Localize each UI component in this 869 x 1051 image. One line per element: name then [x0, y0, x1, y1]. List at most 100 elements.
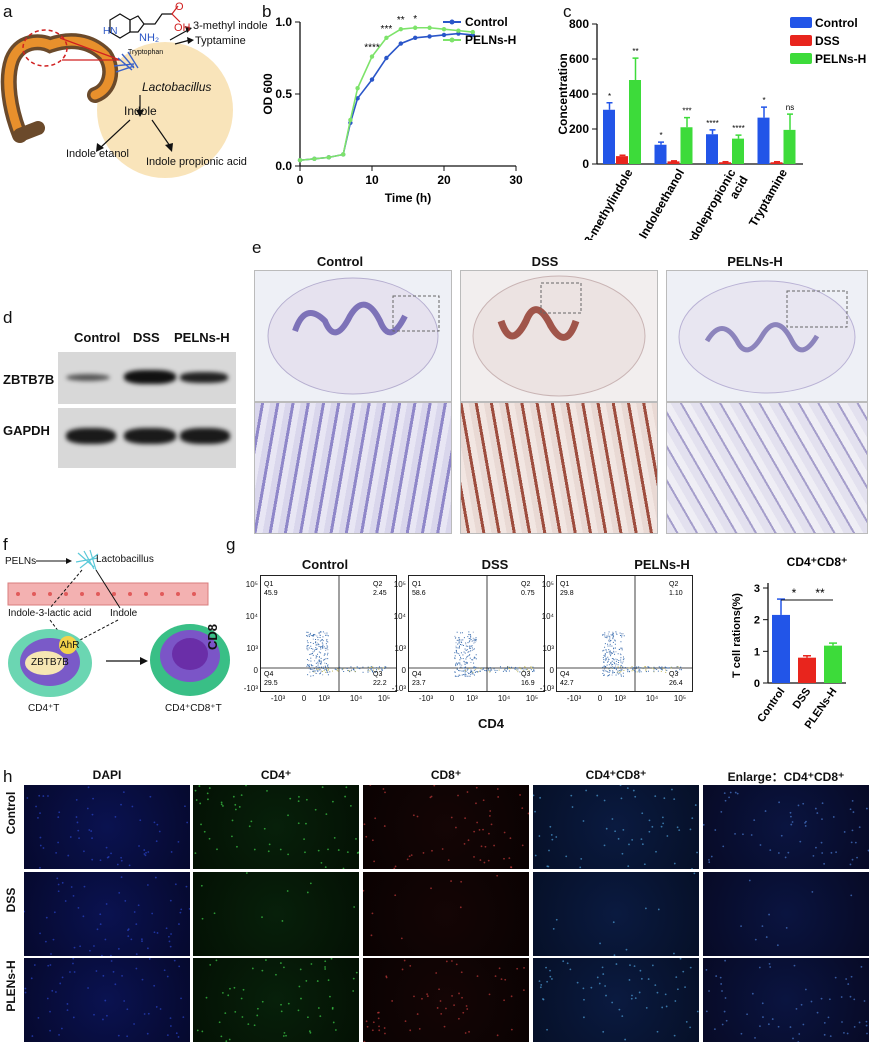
- flow-quadrant-value: 0.75: [521, 590, 535, 597]
- flow-quadrant-name: Q1: [264, 581, 273, 588]
- wb-row-zbtb7b: ZBTB7B: [3, 372, 55, 387]
- panel-label-e: e: [252, 238, 262, 257]
- flow-quadrant-name: Q2: [373, 581, 382, 588]
- flow-ytick: 10⁴: [541, 612, 554, 621]
- flow-xtick: -10³: [270, 694, 286, 703]
- c-bar: [616, 156, 628, 164]
- b-ytick: 0.5: [275, 87, 292, 101]
- b-xtick: 20: [437, 173, 451, 187]
- western-blot-zbtb7b: [58, 352, 236, 404]
- panel-label-h: h: [3, 767, 13, 786]
- ihc-control-zoom: [254, 402, 452, 534]
- c-ytick: 200: [569, 122, 589, 136]
- flow-plot-1: Q1 58.6 Q2 0.75 Q4 23.7 Q3 16.9: [408, 575, 545, 692]
- c-legend-label: DSS: [815, 34, 840, 48]
- flow-ylabel: CD8: [205, 623, 220, 650]
- c-ytick: 600: [569, 52, 589, 66]
- c-sig-control: *: [659, 131, 662, 140]
- flow-xtick: 10⁵: [377, 694, 391, 703]
- ihc-col-control: Control: [316, 254, 364, 269]
- g-bar: [824, 645, 842, 683]
- flow-ytick: 0: [401, 666, 406, 675]
- flow-col-pelns: PELNs-H: [634, 557, 690, 572]
- c-bar: [667, 161, 680, 164]
- flow-plot-0: Q1 45.9 Q2 2.45 Q4 29.5 Q3 22.2: [260, 575, 397, 692]
- c-category-label: Indolepropionicacid: [681, 166, 750, 240]
- panel-label-c: c: [563, 2, 572, 21]
- flow-xlabel: CD4: [478, 716, 505, 731]
- g-ytick: 1: [754, 646, 760, 658]
- flow-xtick: 0: [597, 694, 603, 703]
- flow-quadrant-name: Q3: [373, 671, 382, 678]
- b-point: [427, 25, 432, 30]
- c-bar: [732, 138, 744, 164]
- flow-ytick: -10³: [391, 684, 406, 693]
- fluor-image: [24, 872, 190, 956]
- b-sig-mark: *: [413, 14, 417, 25]
- c-legend-swatch: [790, 53, 812, 64]
- flow-quadrant-value: 2.45: [373, 590, 387, 597]
- b-point: [355, 86, 360, 91]
- flow-quadrant-name: Q4: [412, 671, 421, 678]
- b-point: [398, 27, 403, 32]
- flow-quadrant-name: Q4: [264, 671, 273, 678]
- c-category-label: Indoleethanol: [636, 167, 687, 241]
- flow-ytick: 10⁴: [245, 612, 258, 621]
- c-sig-control: *: [762, 96, 765, 105]
- c-legend-swatch: [790, 17, 812, 28]
- c-legend-swatch: [790, 35, 812, 46]
- c-bar: [680, 127, 693, 164]
- b-point: [470, 29, 475, 35]
- b-ytick: 1.0: [275, 15, 292, 29]
- label-nh2: NH₂: [139, 32, 160, 44]
- c-sig-pelns: ns: [786, 103, 794, 112]
- ihc-col-dss: DSS: [531, 254, 559, 269]
- flow-quadrant-value: 58.6: [412, 590, 426, 597]
- label-lactobacillus: Lactobacillus: [142, 80, 212, 94]
- b-point: [398, 41, 403, 46]
- flow-ytick: -10³: [539, 684, 554, 693]
- ihc-dss-overview: [460, 270, 658, 402]
- label-cd4-cd8-t: CD4⁺CD8⁺T: [165, 703, 222, 714]
- flow-xtick: 0: [449, 694, 455, 703]
- fluor-image: [363, 958, 529, 1042]
- label-indole: Indole: [124, 104, 157, 118]
- b-point: [341, 152, 346, 157]
- panel-label-b: b: [262, 2, 272, 21]
- flow-quadrant-name: Q3: [521, 671, 530, 678]
- c-bar: [783, 129, 796, 164]
- flow-ytick: -10³: [243, 684, 258, 693]
- flow-xtick: 10³: [614, 694, 626, 703]
- fluor-col-header: CD4⁺CD8⁺: [585, 768, 647, 782]
- fluor-image: [533, 872, 699, 956]
- flow-ytick: 10⁴: [393, 612, 406, 621]
- panel-label-f: f: [3, 535, 8, 554]
- flow-quadrant-value: 42.7: [560, 680, 574, 687]
- b-series-line-1: [299, 26, 473, 162]
- c-sig-pelns: **: [632, 47, 638, 56]
- g-ytick: 2: [754, 615, 760, 627]
- flow-quadrant-name: Q4: [560, 671, 569, 678]
- flow-quadrant-value: 29.8: [560, 590, 574, 597]
- lactobacillus-icon: [113, 51, 139, 73]
- b-xtick: 0: [297, 173, 304, 187]
- label-lactobacillus-f: Lactobacillus: [96, 554, 154, 565]
- flow-col-dss: DSS: [481, 557, 509, 572]
- b-sig-mark: ****: [364, 43, 380, 54]
- flow-quadrant-name: Q1: [560, 581, 569, 588]
- c-bar: [654, 144, 667, 164]
- flow-ytick: 0: [549, 666, 554, 675]
- label-tryptophan: Tryptophan: [128, 49, 164, 56]
- fluor-image: [193, 785, 359, 869]
- flow-quadrant-value: 23.7: [412, 680, 426, 687]
- wb-row-gapdh: GAPDH: [3, 423, 50, 438]
- g-sig-mark: **: [815, 586, 825, 600]
- b-point: [369, 54, 375, 59]
- g-ytick: 3: [754, 583, 760, 595]
- g-ytick: 0: [754, 678, 760, 690]
- c-bar: [629, 80, 641, 164]
- c-bar: [770, 162, 783, 164]
- ihc-control-overview: [254, 270, 452, 402]
- c-ytick: 400: [569, 87, 589, 101]
